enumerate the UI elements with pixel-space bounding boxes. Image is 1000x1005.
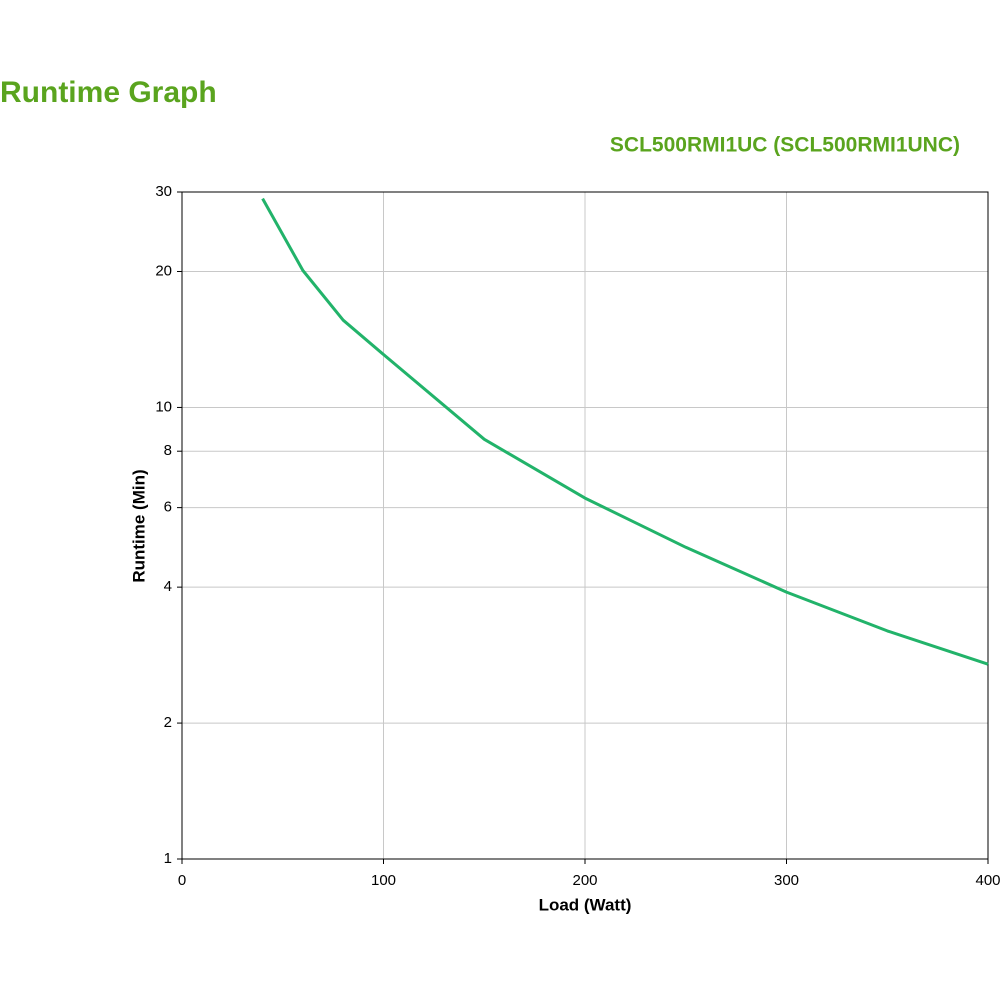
- y-tick-label: 4: [164, 578, 172, 595]
- plot-frame: [181, 191, 989, 860]
- x-tick-label: 0: [178, 872, 186, 889]
- y-tick-label: 10: [155, 398, 172, 415]
- x-tick-label: 100: [371, 872, 396, 889]
- chart-title: Runtime Graph: [0, 76, 217, 109]
- chart-subtitle: SCL500RMI1UC (SCL500RMI1UNC): [610, 134, 960, 157]
- x-tick-label: 400: [975, 872, 1000, 889]
- y-tick-label: 1: [164, 850, 172, 867]
- y-tick-label: 6: [164, 499, 172, 516]
- x-tick-label: 300: [774, 872, 799, 889]
- y-tick-label: 8: [164, 442, 172, 459]
- y-axis-label: Runtime (Min): [129, 469, 148, 582]
- y-tick-label: 20: [155, 262, 172, 279]
- data-line: [261, 197, 989, 666]
- x-axis-label: Load (Watt): [539, 895, 632, 914]
- y-tick-label: 30: [155, 183, 172, 200]
- y-tick-label: 2: [164, 714, 172, 731]
- marks: [261, 197, 989, 666]
- x-tick-label: 200: [572, 872, 597, 889]
- grid: [177, 191, 989, 864]
